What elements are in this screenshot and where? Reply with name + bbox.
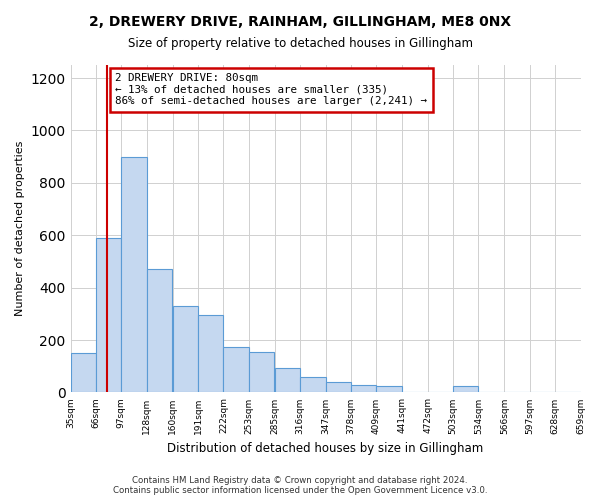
Bar: [275, 368, 300, 392]
Bar: [376, 386, 401, 392]
Bar: [96, 238, 121, 392]
Bar: [173, 306, 198, 392]
Bar: [223, 346, 249, 393]
Text: Size of property relative to detached houses in Gillingham: Size of property relative to detached ho…: [128, 38, 473, 51]
Bar: [198, 315, 223, 392]
Bar: [249, 352, 274, 393]
Text: 2, DREWERY DRIVE, RAINHAM, GILLINGHAM, ME8 0NX: 2, DREWERY DRIVE, RAINHAM, GILLINGHAM, M…: [89, 15, 511, 29]
Bar: [351, 384, 376, 392]
Bar: [453, 386, 478, 392]
Text: Contains HM Land Registry data © Crown copyright and database right 2024.
Contai: Contains HM Land Registry data © Crown c…: [113, 476, 487, 495]
Text: 2 DREWERY DRIVE: 80sqm
← 13% of detached houses are smaller (335)
86% of semi-de: 2 DREWERY DRIVE: 80sqm ← 13% of detached…: [115, 74, 427, 106]
Bar: [146, 270, 172, 392]
Bar: [71, 353, 96, 393]
X-axis label: Distribution of detached houses by size in Gillingham: Distribution of detached houses by size …: [167, 442, 484, 455]
Y-axis label: Number of detached properties: Number of detached properties: [15, 141, 25, 316]
Bar: [326, 382, 351, 392]
Bar: [121, 156, 146, 392]
Bar: [300, 376, 326, 392]
